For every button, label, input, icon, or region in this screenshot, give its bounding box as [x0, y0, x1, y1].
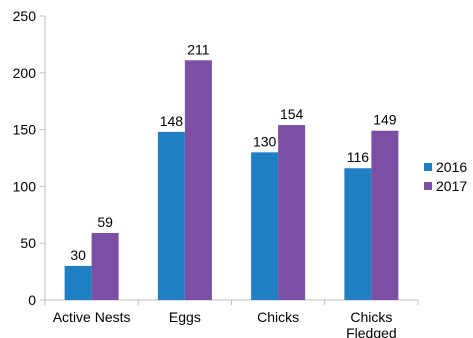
data-label-2016: 148 [160, 113, 184, 129]
y-tick-label: 200 [13, 65, 37, 81]
x-tick-label: Chicks [257, 309, 299, 325]
legend-swatch-2017 [424, 182, 432, 190]
legend-swatch-2016 [424, 163, 432, 171]
data-label-2017: 211 [187, 41, 210, 57]
x-tick-label: Eggs [169, 309, 201, 325]
data-label-2016: 30 [70, 247, 86, 263]
y-tick-label: 150 [13, 122, 37, 138]
bar-2017 [184, 60, 212, 300]
bar-2016 [157, 131, 185, 300]
y-tick-label: 100 [13, 178, 37, 194]
y-axis: 0 50 100 150 200 250 [13, 8, 46, 308]
bar-2016 [251, 152, 279, 300]
y-tick-label: 250 [13, 8, 37, 24]
data-label-2017: 59 [97, 214, 113, 230]
x-axis: Active Nests Eggs Chicks Chicks Fledged [44, 299, 419, 338]
bar-2017 [278, 125, 306, 300]
y-tick-label: 50 [20, 235, 36, 251]
data-label-2016: 130 [253, 133, 277, 149]
x-tick-label: Chicks Fledged [346, 309, 397, 338]
bar-2016 [64, 265, 92, 300]
x-tick-label: Active Nests [53, 309, 131, 325]
legend-label-2017: 2017 [436, 178, 467, 194]
data-label-2017: 149 [373, 112, 397, 128]
y-tick-label: 0 [28, 292, 36, 308]
bar-2016 [344, 168, 372, 300]
data-label-2017: 154 [280, 106, 304, 122]
legend: 2016 2017 [424, 159, 467, 194]
data-label-2016: 116 [347, 149, 370, 165]
legend-label-2016: 2016 [436, 159, 467, 175]
bar-2017 [371, 130, 399, 300]
bar-series [64, 60, 399, 300]
bar-2017 [91, 232, 119, 300]
